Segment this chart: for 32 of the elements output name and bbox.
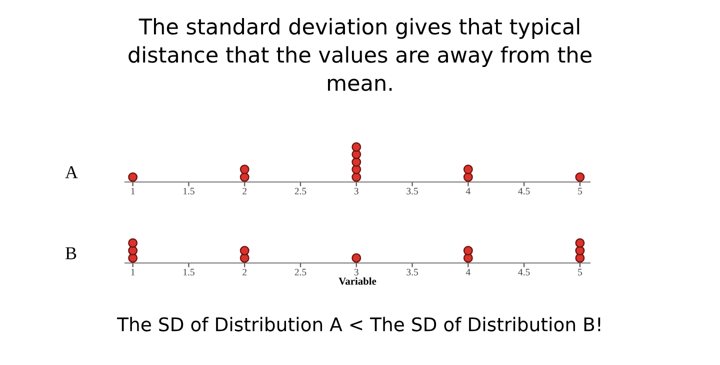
x-tick-label: 1.5 — [183, 268, 194, 276]
text: A — [65, 166, 78, 178]
x-tick-label: 4 — [466, 268, 470, 276]
chart-title: The standard deviation gives that typical distance that the values are away from the mean. — [128, 18, 592, 92]
x-tick-label: 3.5 — [406, 188, 418, 194]
x-tick-label: 3 — [354, 268, 358, 276]
point — [352, 157, 362, 167]
x-tick-label: 2 — [242, 268, 246, 276]
point — [463, 172, 473, 182]
text: The SD of Distribution A < The SD of Distribution B! — [117, 316, 600, 332]
x-tick-label: 2 — [242, 188, 246, 194]
x-tick-label: 5 — [578, 188, 582, 194]
point — [575, 172, 585, 182]
point — [352, 172, 362, 182]
x-axis-title: Variable — [338, 277, 376, 285]
point — [240, 172, 250, 182]
x-tick-label: 3.5 — [406, 268, 418, 276]
x-tick-label: 1.5 — [183, 188, 194, 194]
x-tick-label: 2.5 — [294, 188, 306, 194]
x-tick-label: 5 — [578, 268, 582, 276]
point — [128, 172, 138, 182]
x-tick-label: 4 — [466, 188, 470, 194]
x-tick-label: 2.5 — [294, 268, 306, 276]
point — [352, 142, 362, 152]
x-tick-label: 4.5 — [518, 268, 530, 276]
x-tick-label: 3 — [354, 188, 358, 194]
point — [463, 164, 473, 174]
x-tick-label: 1 — [131, 188, 135, 194]
x-tick-label: 4.5 — [518, 188, 530, 194]
point — [240, 164, 250, 174]
x-tick-label: 1 — [131, 268, 135, 276]
chart-subtitle: B — [66, 247, 76, 260]
